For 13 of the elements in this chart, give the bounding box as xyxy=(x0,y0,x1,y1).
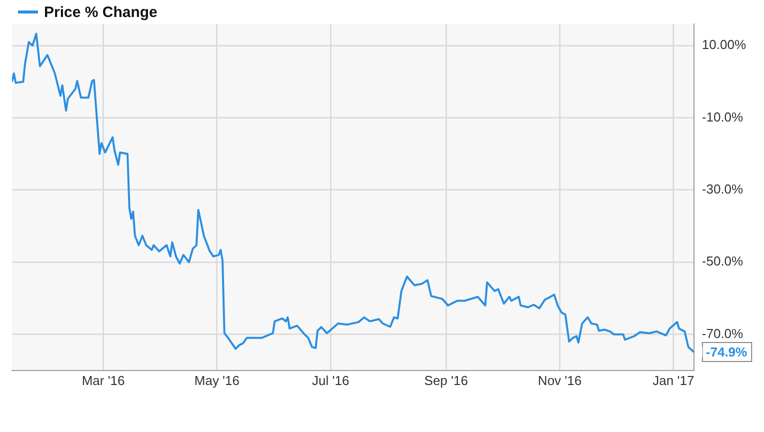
y-tick-label: -70.0% xyxy=(702,326,744,341)
y-tick-label: 10.00% xyxy=(702,37,746,52)
y-tick-label: -50.0% xyxy=(702,254,744,269)
x-tick-label: Sep '16 xyxy=(424,372,468,388)
y-tick-label: -30.0% xyxy=(702,182,744,197)
x-tick-label: Nov '16 xyxy=(538,372,582,388)
x-tick-label: Jul '16 xyxy=(312,372,350,388)
x-tick-label: Jan '17 xyxy=(652,372,694,388)
x-tick-label: May '16 xyxy=(194,372,240,388)
legend-label: Price % Change xyxy=(44,4,158,22)
y-tick-label: -10.0% xyxy=(702,109,744,124)
annotation: -74.9% xyxy=(706,344,748,360)
x-tick-label: Mar '16 xyxy=(82,372,125,388)
